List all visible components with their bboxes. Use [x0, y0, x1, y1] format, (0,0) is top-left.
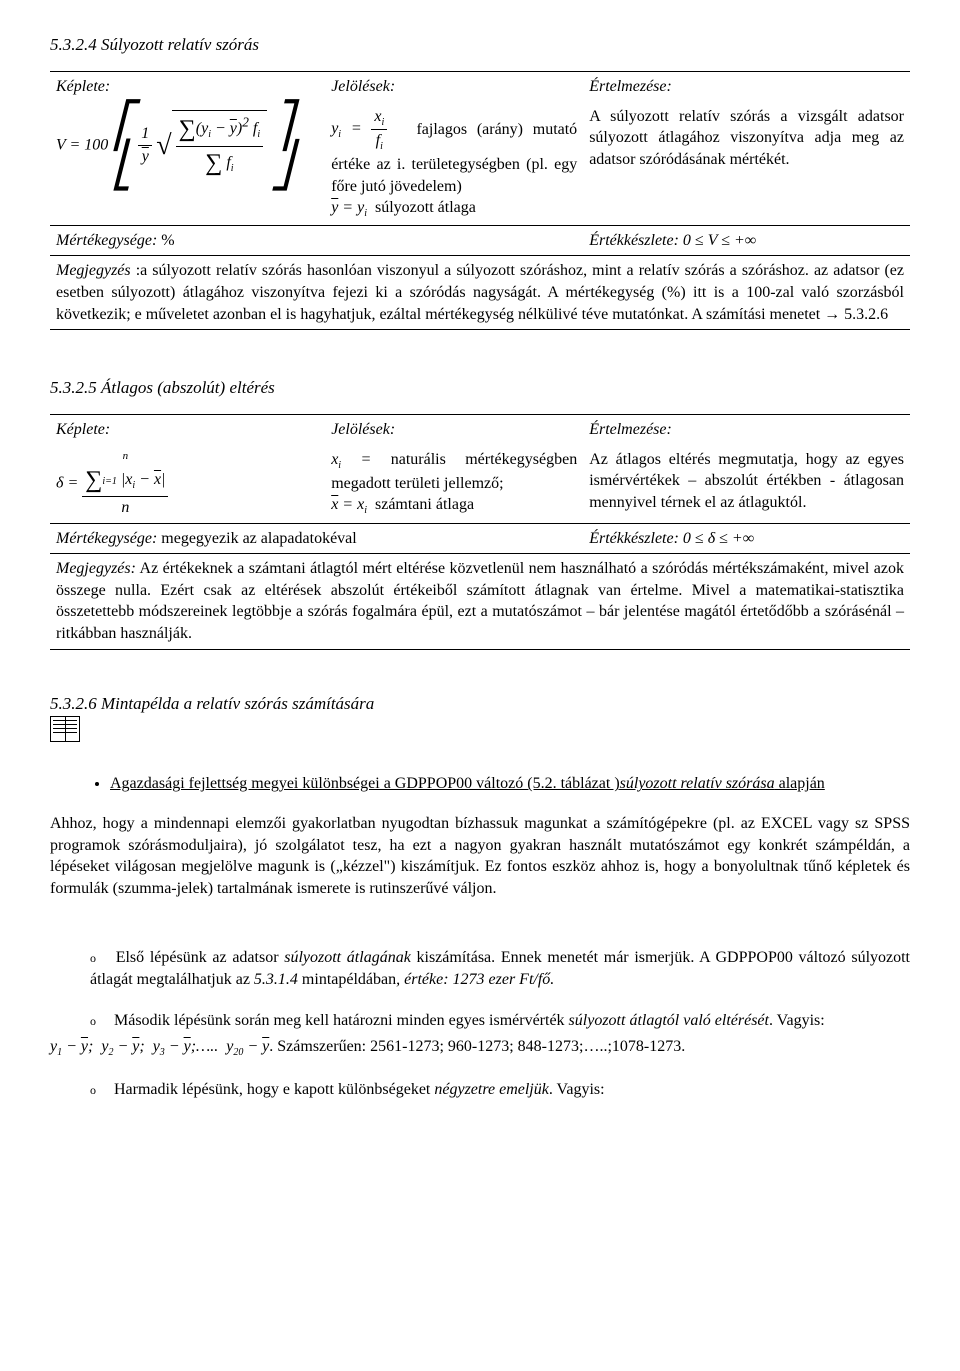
bullet1-a: Agazdasági fejlettség megyei különbségei… — [110, 775, 620, 792]
definition-table-2: Képlete: Jelölések: Értelmezése: δ = n∑i… — [50, 414, 910, 649]
note-text-2: Az értékeknek a számtani átlagtól mért e… — [56, 560, 904, 642]
notation2-desc-1: súlyozott átlaga — [375, 199, 476, 216]
range-label-2: Értékkészlete: — [589, 530, 679, 547]
notation-cell-1: yi = xifi fajlagos (arány) mutató értéke… — [325, 102, 583, 226]
hdr-notation-1: Jelölések: — [325, 71, 583, 101]
hdr-formula-2: Képlete: — [50, 415, 325, 445]
bullet1-b: súlyozott relatív szórása — [620, 775, 775, 792]
formula-cell-1: V = 100 ⎡⎣ 1y √ ∑(yi − y)2 fi ∑ fi ⎤⎦ — [50, 102, 325, 226]
hdr-formula-1: Képlete: — [50, 71, 325, 101]
step-1: Első lépésünk az adatsor súlyozott átlag… — [90, 947, 910, 990]
step1-a: Első lépésünk az adatsor — [116, 949, 285, 966]
step2-b: súlyozott átlagtól való eltérését — [569, 1012, 769, 1029]
book-icon — [50, 716, 80, 742]
section-title-1: 5.3.2.4 Súlyozott relatív szórás — [50, 34, 910, 57]
section-title-3-text: 5.3.2.6 Mintapélda a relatív szórás szám… — [50, 694, 374, 713]
hdr-notation-2: Jelölések: — [325, 415, 583, 445]
range-cell-1: Értékkészlete: 0 ≤ V ≤ +∞ — [583, 225, 910, 256]
meaning-cell-2: Az átlagos eltérés megmutatja, hogy az e… — [583, 445, 910, 523]
note-label-2: Megjegyzés: — [56, 560, 136, 577]
unit-label-1: Mértékegysége: — [56, 232, 157, 249]
note-cell-1: Megjegyzés :a súlyozott relatív szórás h… — [50, 256, 910, 330]
step1-f: , értéke: 1273 ezer Ft/fő. — [396, 971, 554, 988]
notation2-desc-2: számtani átlaga — [375, 496, 474, 513]
range-value-2: 0 ≤ δ ≤ +∞ — [683, 530, 754, 547]
range-label-1: Értékkészlete: — [589, 232, 679, 249]
note-label-1: Megjegyzés — [56, 262, 131, 279]
range-value-1: 0 ≤ V ≤ +∞ — [683, 232, 756, 249]
unit-cell-2: Mértékegysége: megegyezik az alapadatoké… — [50, 523, 583, 554]
step2-a: Második lépésünk során meg kell határozn… — [114, 1012, 569, 1029]
range-cell-2: Értékkészlete: 0 ≤ δ ≤ +∞ — [583, 523, 910, 554]
step-2: Második lépésünk során meg kell határozn… — [90, 1010, 910, 1059]
step3-b: négyzetre emeljük — [434, 1081, 548, 1098]
step2-c: . Vagyis: — [769, 1012, 825, 1029]
steps-list: Első lépésünk az adatsor súlyozott átlag… — [90, 947, 910, 1101]
step3-a: Harmadik lépésünk, hogy e kapott különbs… — [114, 1081, 434, 1098]
step1-b: súlyozott átlagának — [284, 949, 411, 966]
unit-cell-1: Mértékegysége: % — [50, 225, 325, 256]
hdr-meaning-2: Értelmezése: — [583, 415, 910, 445]
note-text-1: :a súlyozott relatív szórás hasonlóan vi… — [56, 262, 904, 322]
section-title-3: 5.3.2.6 Mintapélda a relatív szórás szám… — [50, 693, 910, 742]
step-3: Harmadik lépésünk, hogy e kapott különbs… — [90, 1079, 910, 1101]
step2-eq-text: . Számszerűen: 2561-1273; 960-1273; 848-… — [269, 1038, 685, 1055]
hdr-meaning-1: Értelmezése: — [583, 71, 910, 101]
intro-para: Ahhoz, hogy a mindennapi elemzői gyakorl… — [50, 813, 910, 899]
unit-value-2: megegyezik az alapadatokéval — [161, 530, 356, 547]
section-title-2: 5.3.2.5 Átlagos (abszolút) eltérés — [50, 377, 910, 400]
unit-label-2: Mértékegysége: — [56, 530, 157, 547]
step3-c: . Vagyis: — [549, 1081, 605, 1098]
step1-d: 5.3.1.4 — [254, 971, 298, 988]
unit-value-1: % — [161, 232, 174, 249]
bullet-1: Agazdasági fejlettség megyei különbségei… — [110, 773, 910, 795]
bullet1-c: alapján — [775, 775, 825, 792]
note-cell-2: Megjegyzés: Az értékeknek a számtani átl… — [50, 554, 910, 649]
notation-cell-2: xi = naturális mértékegységben megadott … — [325, 445, 583, 523]
definition-table-1: Képlete: Jelölések: Értelmezése: V = 100… — [50, 71, 910, 330]
meaning-cell-1: A súlyozott relatív szórás a vizsgált ad… — [583, 102, 910, 226]
step2-eq-line: y1 − y; y2 − y; y3 − y;….. y20 − y. Szám… — [50, 1036, 910, 1060]
bullet-list: Agazdasági fejlettség megyei különbségei… — [110, 773, 910, 795]
formula-cell-2: δ = n∑i=1 |xi − x| n — [50, 445, 325, 523]
step1-e: mintapéldában — [298, 971, 396, 988]
